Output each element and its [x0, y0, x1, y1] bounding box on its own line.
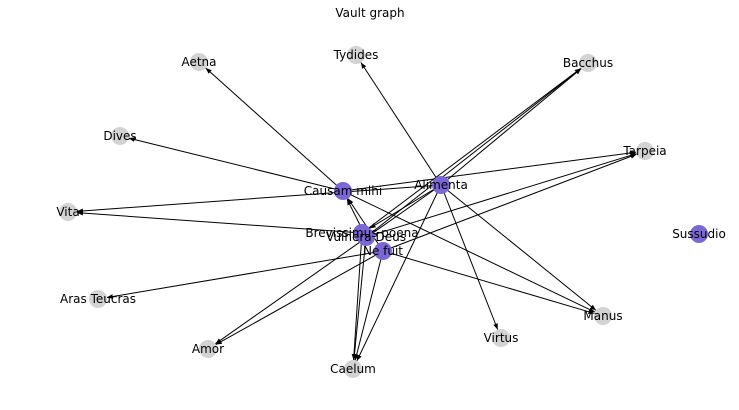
edge-alimenta-to-tydides — [360, 62, 442, 186]
edge-alimenta-to-vita — [76, 184, 442, 214]
edge-causam-mihi-to-aetna — [205, 67, 344, 192]
edge-alimenta-to-caelum — [356, 184, 442, 362]
node-label-alimenta: Alimenta — [414, 178, 468, 192]
edge-brevissimus-poena-to-vita — [76, 210, 363, 234]
edge-alimenta-to-virtus — [440, 184, 499, 330]
node-sussudio[interactable] — [690, 225, 708, 243]
edge-causam-mihi-to-manus — [342, 190, 596, 313]
edge-brevissimus-poena-to-caelum — [351, 232, 363, 361]
node-label-aetna: Aetna — [181, 55, 216, 69]
edge-vulnera-deus-to-bacchus — [365, 68, 582, 238]
node-label-caelum: Caelum — [330, 362, 376, 376]
node-label-brevissimus-poena: Brevissimus poena — [305, 226, 418, 240]
node-label-bacchus: Bacchus — [563, 56, 613, 70]
node-aetna[interactable] — [190, 53, 208, 71]
node-label-causam-mihi: Causam mihi — [304, 184, 382, 198]
node-label-dives: Dives — [103, 129, 136, 143]
edge-alimenta-to-amor — [215, 184, 442, 345]
node-causam-mihi[interactable] — [334, 182, 352, 200]
node-label-amor: Amor — [192, 342, 224, 356]
node-tarpeia[interactable] — [636, 142, 654, 160]
node-label-ne-fuit: Ne fuit — [363, 244, 403, 258]
node-vita[interactable] — [59, 203, 77, 221]
nodes-layer — [59, 46, 708, 378]
edge-ne-fuit-to-caelum — [354, 250, 384, 361]
node-label-sussudio: Sussudio — [672, 227, 726, 241]
graph-title: Vault graph — [335, 6, 404, 20]
node-alimenta[interactable] — [432, 176, 450, 194]
edge-vulnera-deus-to-caelum — [352, 236, 367, 361]
edge-alimenta-to-bacchus — [440, 68, 582, 186]
node-manus[interactable] — [594, 307, 612, 325]
node-label-vulnera-deus: Vulnera Deus — [326, 230, 406, 244]
node-label-manus: Manus — [583, 309, 622, 323]
edge-ne-fuit-to-amor — [215, 250, 384, 346]
node-label-tydides: Tydides — [333, 48, 379, 62]
node-amor[interactable] — [199, 340, 217, 358]
node-label-virtus: Virtus — [484, 331, 519, 345]
node-bacchus[interactable] — [579, 54, 597, 72]
edge-ne-fuit-to-tarpeia — [382, 153, 637, 252]
node-tydides[interactable] — [347, 46, 365, 64]
edge-vulnera-deus-to-tarpeia — [365, 153, 637, 238]
node-ne-fuit[interactable] — [374, 242, 392, 260]
edge-ne-fuit-to-aras-teucras — [106, 250, 384, 299]
node-caelum[interactable] — [344, 360, 362, 378]
node-label-tarpeia: Tarpeia — [622, 144, 666, 158]
edges-layer — [76, 62, 637, 362]
edge-causam-mihi-to-tarpeia — [342, 150, 637, 192]
node-virtus[interactable] — [492, 329, 510, 347]
node-vulnera-deus[interactable] — [357, 228, 375, 246]
node-label-aras-teucras: Aras Teucras — [60, 292, 136, 306]
edge-ne-fuit-to-manus — [382, 250, 595, 315]
node-aras-teucras[interactable] — [89, 290, 107, 308]
edge-brevissimus-poena-to-bacchus — [361, 68, 582, 234]
labels-layer: Tydides Aetna Bacchus Dives Tarpeia Alimenta C… — [56, 48, 725, 376]
node-label-vita: Vita — [56, 205, 79, 219]
node-dives[interactable] — [111, 127, 129, 145]
edge-causam-mihi-to-dives — [128, 137, 344, 192]
